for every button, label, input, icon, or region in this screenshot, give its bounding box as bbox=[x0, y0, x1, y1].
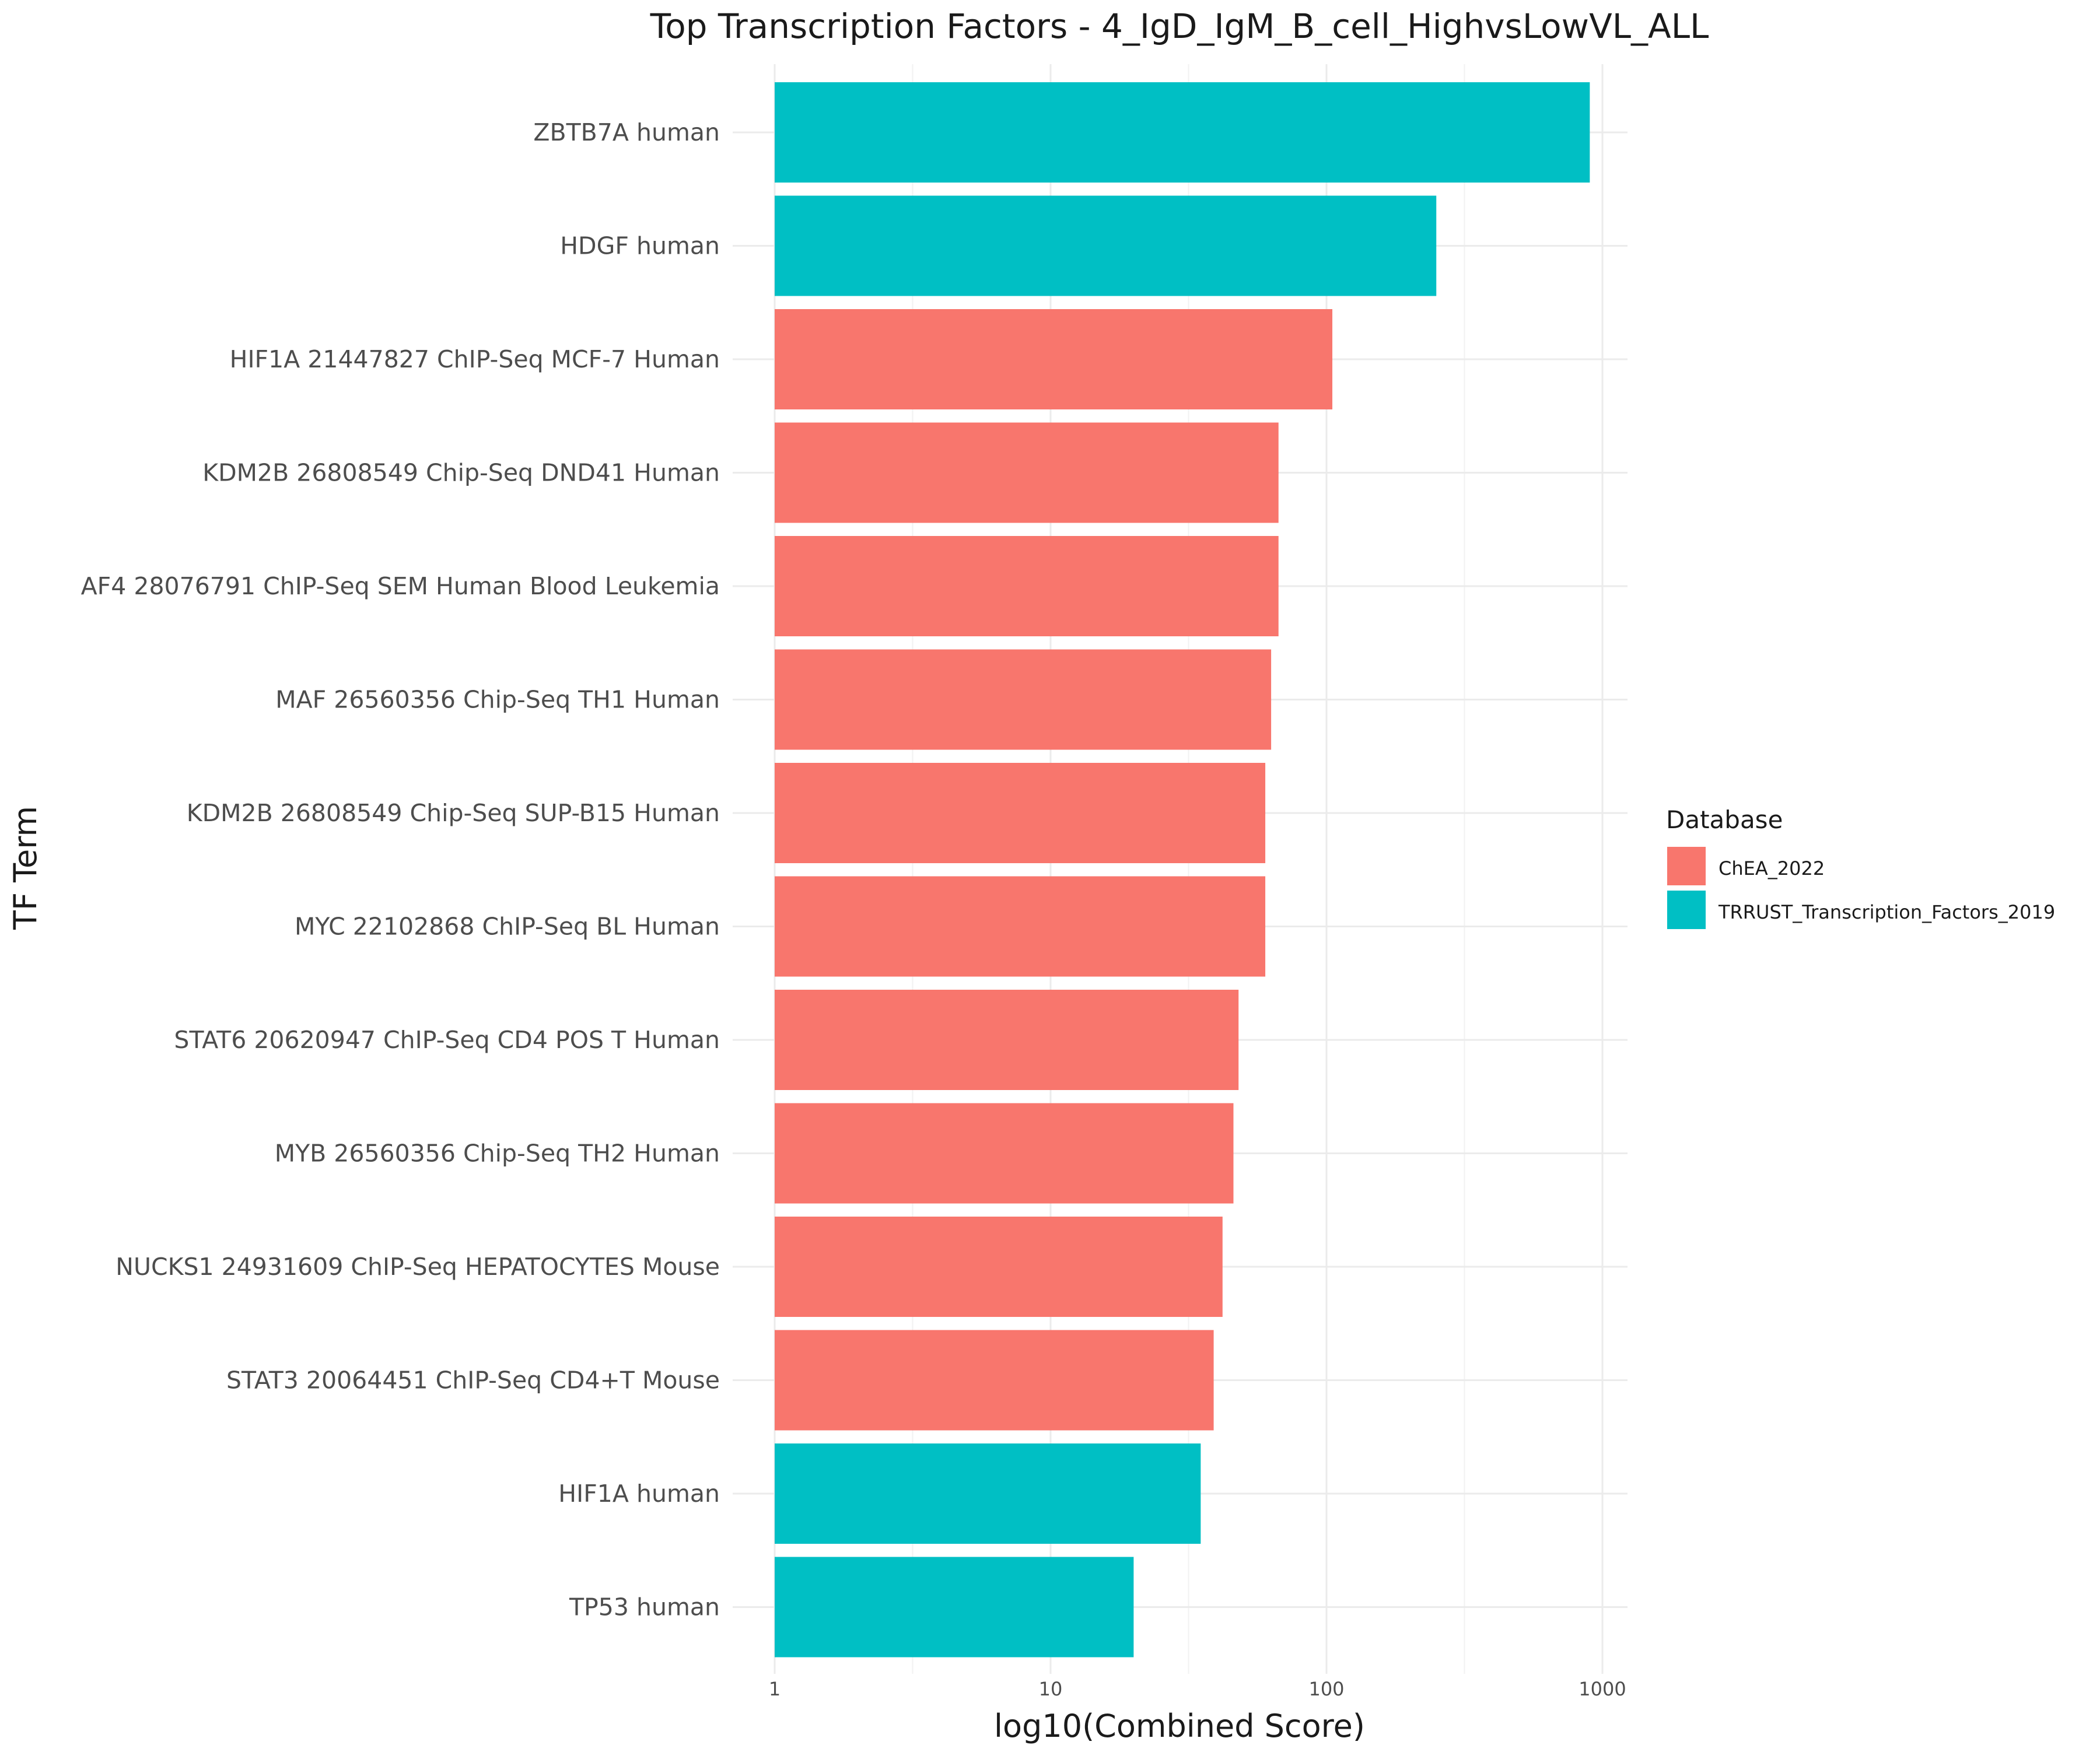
y-tick-label: AF4 28076791 ChIP-Seq SEM Human Blood Le… bbox=[81, 572, 720, 600]
y-tick-label: STAT6 20620947 ChIP-Seq CD4 POS T Human bbox=[174, 1026, 720, 1054]
y-tick-label: ZBTB7A human bbox=[533, 118, 720, 146]
chart-title: Top Transcription Factors - 4_IgD_IgM_B_… bbox=[650, 6, 1709, 46]
bar-layer bbox=[775, 82, 1590, 1658]
x-tick-labels: 1 10 100 1000 bbox=[769, 1678, 1626, 1700]
x-tick-label: 100 bbox=[1308, 1678, 1344, 1700]
x-axis-label: log10(Combined Score) bbox=[994, 1708, 1365, 1744]
bar bbox=[775, 309, 1333, 409]
y-tick-label: MYC 22102868 ChIP-Seq BL Human bbox=[295, 913, 720, 941]
bar bbox=[775, 1443, 1201, 1544]
legend-entry-chea-2022: ChEA_2022 bbox=[1718, 857, 1825, 879]
y-tick-label: KDM2B 26808549 Chip-Seq DND41 Human bbox=[202, 459, 720, 487]
y-tick-label: MAF 26560356 Chip-Seq TH1 Human bbox=[275, 686, 720, 714]
bar bbox=[775, 195, 1437, 296]
grid-layer bbox=[733, 64, 1628, 1674]
legend-key-chea-2022 bbox=[1667, 847, 1706, 885]
bar bbox=[775, 422, 1279, 523]
y-tick-label: MYB 26560356 Chip-Seq TH2 Human bbox=[275, 1140, 720, 1168]
x-tick-label: 10 bbox=[1039, 1678, 1063, 1700]
y-tick-label: STAT3 20064451 ChIP-Seq CD4+T Mouse bbox=[226, 1366, 720, 1394]
legend-entry-trrust-2019: TRRUST_Transcription_Factors_2019 bbox=[1718, 901, 2055, 923]
bar bbox=[775, 82, 1590, 183]
bar bbox=[775, 763, 1266, 863]
bar bbox=[775, 1330, 1214, 1431]
legend: Database ChEA_2022 TRRUST_Transcription_… bbox=[1666, 805, 2055, 929]
bar bbox=[775, 1103, 1234, 1204]
y-axis-label: TF Term bbox=[7, 806, 44, 930]
bar bbox=[775, 649, 1272, 750]
y-tick-label: HIF1A 21447827 ChIP-Seq MCF-7 Human bbox=[230, 345, 720, 373]
x-tick-label: 1 bbox=[769, 1678, 780, 1700]
x-tick-label: 1000 bbox=[1578, 1678, 1626, 1700]
y-tick-labels: ZBTB7A human HDGF human HIF1A 21447827 ChI… bbox=[81, 118, 720, 1621]
legend-key-trrust-2019 bbox=[1667, 891, 1706, 929]
y-tick-label: KDM2B 26808549 Chip-Seq SUP-B15 Human bbox=[187, 799, 720, 827]
bar bbox=[775, 876, 1266, 977]
y-tick-label: TP53 human bbox=[569, 1593, 720, 1621]
bar bbox=[775, 1217, 1223, 1317]
y-tick-label: HIF1A human bbox=[558, 1480, 720, 1508]
bar bbox=[775, 1557, 1134, 1658]
y-tick-label: HDGF human bbox=[560, 232, 720, 260]
bar bbox=[775, 536, 1279, 636]
y-tick-label: NUCKS1 24931609 ChIP-Seq HEPATOCYTES Mou… bbox=[116, 1253, 720, 1281]
legend-title: Database bbox=[1666, 805, 1783, 834]
bar bbox=[775, 990, 1239, 1090]
